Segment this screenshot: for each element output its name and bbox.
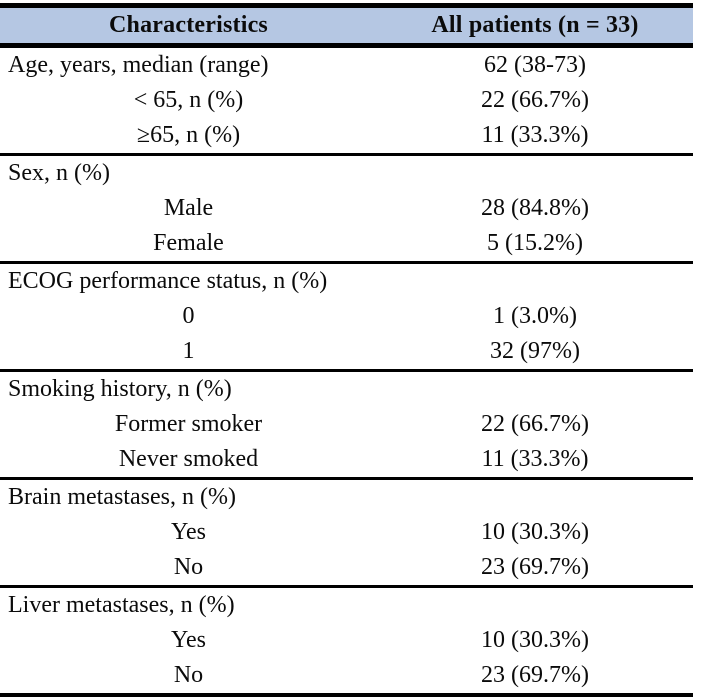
table-row: Female 5 (15.2%) (0, 226, 693, 263)
table-section: ECOG performance status, n (%) 0 1 (3.0%) 1… (0, 263, 693, 371)
value-cell: 22 (66.7%) (481, 87, 589, 113)
table-row: Age, years, median (range) 62 (38-73) (0, 46, 693, 84)
table-section: Age, years, median (range) 62 (38-73) < 65… (0, 46, 693, 155)
table-row: < 65, n (%) 22 (66.7%) (0, 83, 693, 118)
patient-characteristics-table: Characteristics All patients (n = 33) Ag… (0, 3, 693, 697)
table-section: Sex, n (%) Male 28 (84.8%) Female 5 (15.2%) (0, 155, 693, 263)
header-characteristics: Characteristics (0, 3, 377, 48)
category-label-cell: Liver metastases, n (%) (8, 592, 235, 618)
value-cell (377, 587, 693, 624)
table-row: No 23 (69.7%) (0, 658, 693, 696)
sub-item-label-cell: < 65, n (%) (133, 87, 244, 113)
value-cell: 11 (33.3%) (481, 122, 589, 148)
table-row: 1 32 (97%) (0, 334, 693, 371)
header-row: Characteristics All patients (n = 33) (0, 3, 693, 48)
table-row: Liver metastases, n (%) (0, 587, 693, 624)
value-cell: 5 (15.2%) (487, 230, 583, 256)
category-label-cell: Smoking history, n (%) (8, 376, 232, 402)
table-section: Liver metastases, n (%) Yes 10 (30.3%) No 23… (0, 587, 693, 696)
sub-item-label-cell: Never smoked (118, 446, 259, 472)
sub-item-label-cell: 0 (182, 303, 195, 329)
table-header: Characteristics All patients (n = 33) (0, 3, 693, 48)
table-row: Former smoker 22 (66.7%) (0, 407, 693, 442)
category-label-cell: Sex, n (%) (8, 160, 110, 186)
value-cell: 28 (84.8%) (481, 195, 589, 221)
sub-item-label-cell: Female (153, 230, 224, 256)
value-cell (377, 263, 693, 300)
sub-item-label-cell: 1 (182, 338, 195, 364)
table-row: Male 28 (84.8%) (0, 191, 693, 226)
value-cell: 62 (38-73) (484, 52, 586, 78)
table-row: Smoking history, n (%) (0, 371, 693, 408)
category-label-cell: Brain metastases, n (%) (8, 484, 236, 510)
value-cell (377, 155, 693, 192)
value-cell: 32 (97%) (490, 338, 580, 364)
sub-item-label-cell: No (173, 554, 204, 580)
sub-item-label-cell: Yes (171, 627, 206, 653)
value-cell: 23 (69.7%) (481, 662, 589, 688)
table-row: 0 1 (3.0%) (0, 299, 693, 334)
value-cell (377, 371, 693, 408)
category-label-cell: ECOG performance status, n (%) (8, 268, 328, 294)
value-cell: 10 (30.3%) (481, 519, 589, 545)
table-row: Yes 10 (30.3%) (0, 515, 693, 550)
table-section: Smoking history, n (%) Former smoker 22 (6… (0, 371, 693, 479)
table-row: No 23 (69.7%) (0, 550, 693, 587)
value-cell: 1 (3.0%) (493, 303, 577, 329)
value-cell (377, 479, 693, 516)
table-row: Sex, n (%) (0, 155, 693, 192)
value-cell: 22 (66.7%) (481, 411, 589, 437)
value-cell: 10 (30.3%) (481, 627, 589, 653)
table-section: Brain metastases, n (%) Yes 10 (30.3%) No 23… (0, 479, 693, 587)
table-row: Brain metastases, n (%) (0, 479, 693, 516)
header-all-patients: All patients (n = 33) (377, 3, 693, 48)
table-row: Never smoked 11 (33.3%) (0, 442, 693, 479)
category-label-cell: Age, years, median (range) (8, 52, 269, 78)
value-cell: 23 (69.7%) (481, 554, 589, 580)
sub-item-label-cell: ≥65, n (%) (136, 122, 241, 148)
table-row: ECOG performance status, n (%) (0, 263, 693, 300)
table-row: ≥65, n (%) 11 (33.3%) (0, 118, 693, 155)
value-cell: 11 (33.3%) (481, 446, 589, 472)
sub-item-label-cell: Yes (171, 519, 206, 545)
table-row: Yes 10 (30.3%) (0, 623, 693, 658)
sub-item-label-cell: Male (163, 195, 214, 221)
sub-item-label-cell: Former smoker (114, 411, 263, 437)
sub-item-label-cell: No (173, 662, 204, 688)
